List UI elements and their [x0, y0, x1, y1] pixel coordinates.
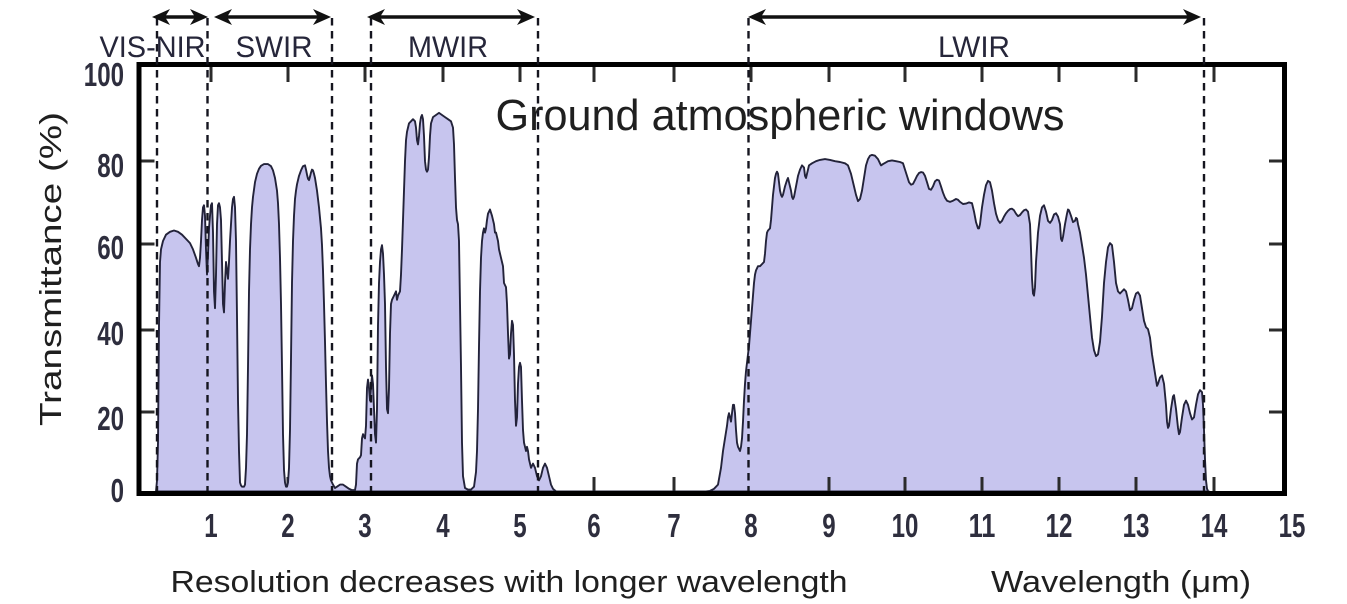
svg-text:Resolution decreases with long: Resolution decreases with longer wavelen… [171, 564, 848, 599]
svg-text:20: 20 [97, 400, 124, 437]
svg-text:SWIR: SWIR [236, 31, 313, 64]
svg-text:14: 14 [1201, 507, 1228, 544]
svg-text:MWIR: MWIR [408, 31, 488, 64]
svg-text:12: 12 [1046, 507, 1073, 544]
svg-text:8: 8 [744, 507, 757, 544]
svg-text:Ground atmospheric windows: Ground atmospheric windows [496, 91, 1065, 140]
svg-text:11: 11 [969, 507, 996, 544]
svg-text:4: 4 [436, 507, 450, 544]
svg-text:3: 3 [358, 507, 371, 544]
svg-text:13: 13 [1123, 507, 1150, 544]
svg-text:Wavelength (μm): Wavelength (μm) [991, 564, 1251, 599]
svg-text:15: 15 [1279, 507, 1306, 544]
svg-text:2: 2 [281, 507, 294, 544]
svg-text:80: 80 [97, 147, 124, 184]
svg-text:40: 40 [97, 315, 124, 352]
svg-text:Transmittance (%): Transmittance (%) [33, 112, 68, 426]
svg-text:LWIR: LWIR [938, 31, 1010, 64]
svg-text:0: 0 [111, 472, 124, 509]
svg-text:5: 5 [513, 507, 526, 544]
svg-text:7: 7 [667, 507, 680, 544]
svg-text:100: 100 [84, 56, 124, 93]
svg-text:VIS-NIR: VIS-NIR [100, 31, 206, 64]
svg-text:10: 10 [892, 507, 919, 544]
svg-text:6: 6 [587, 507, 600, 544]
svg-text:9: 9 [822, 507, 835, 544]
svg-text:1: 1 [204, 507, 217, 544]
svg-text:60: 60 [97, 229, 124, 266]
